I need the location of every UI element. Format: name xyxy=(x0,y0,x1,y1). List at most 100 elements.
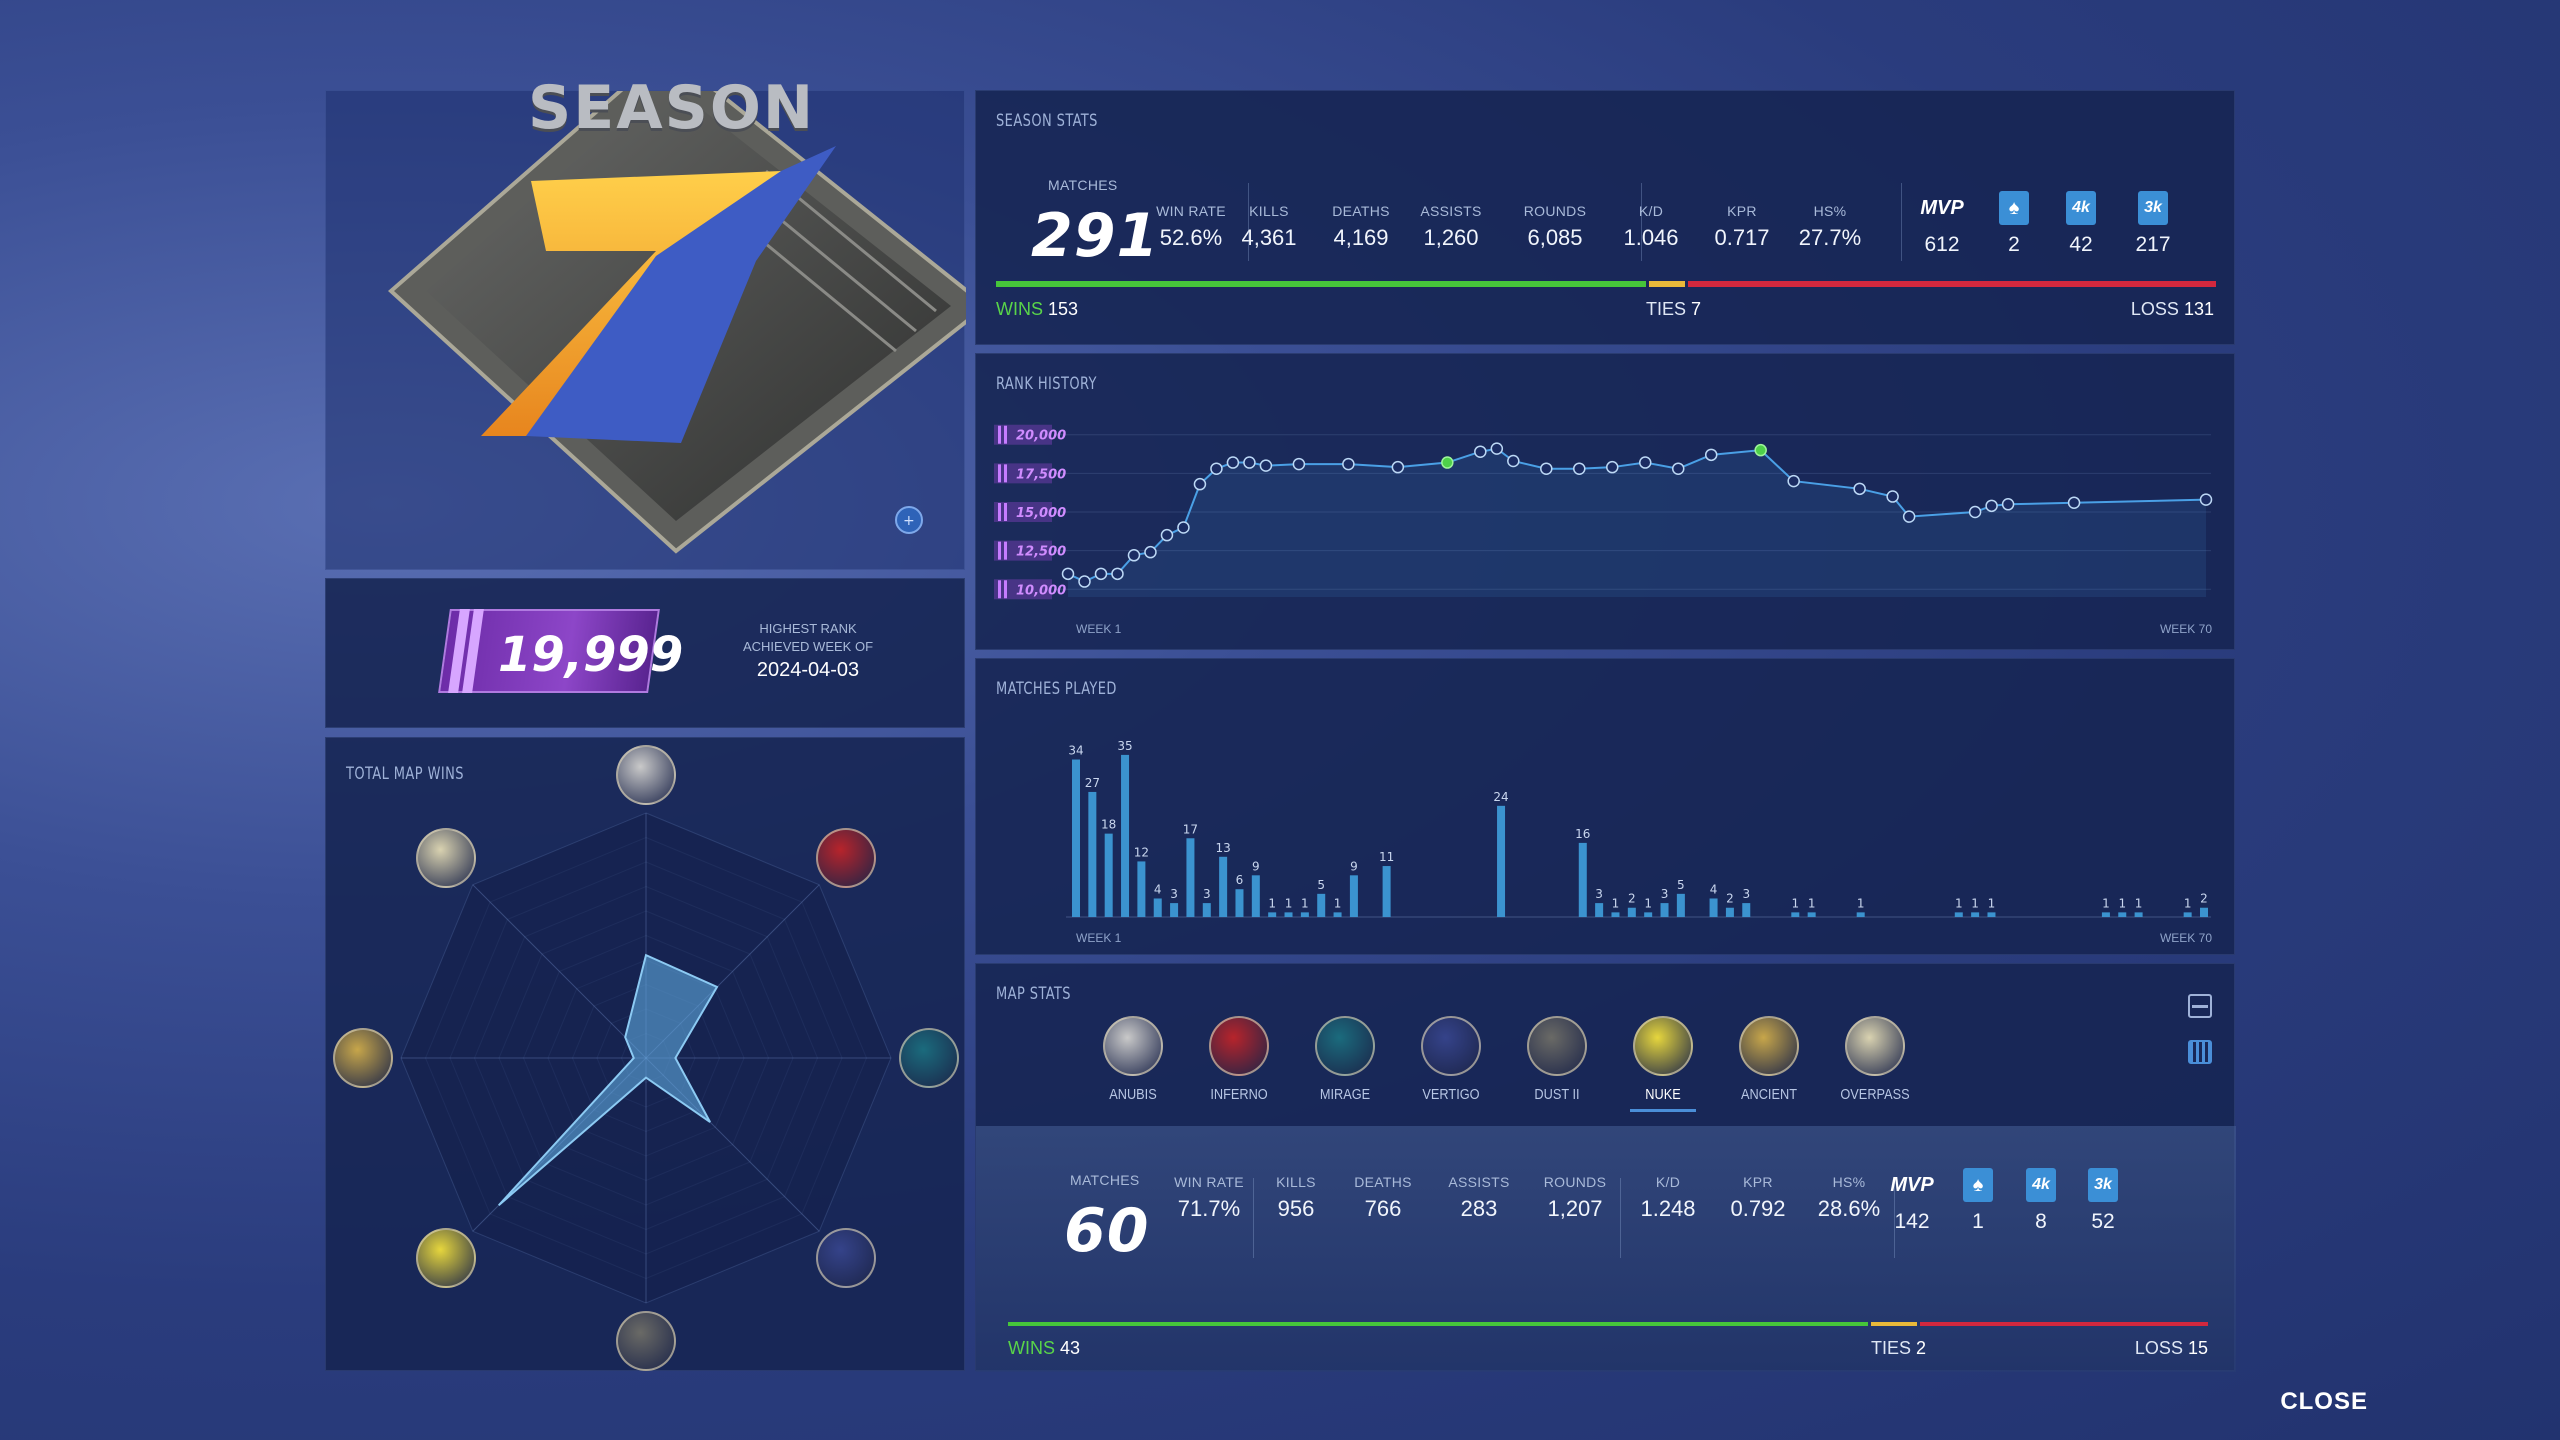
map-stats-panel: MAP STATS ANUBIS INFERNO MIRAGE VERTIGO DUST… xyxy=(975,963,2236,1372)
map-tab-label: ANCIENT xyxy=(1741,1086,1797,1103)
bar xyxy=(1971,912,1980,917)
bar xyxy=(1725,907,1734,917)
bar xyxy=(1219,856,1228,917)
season-outcome-bar xyxy=(996,281,2216,287)
stat-label: K/D xyxy=(1638,203,1664,219)
rank-point xyxy=(1160,528,1174,542)
map-emblem-icon xyxy=(1739,1016,1799,1076)
rank-point xyxy=(1704,448,1718,462)
bar-value-label: 1 xyxy=(1612,896,1620,910)
rank-tick-plate xyxy=(994,463,1052,484)
highest-rank-panel: 19,999 HIGHEST RANK ACHIEVED WEEK OF 202… xyxy=(325,578,965,728)
rank-point xyxy=(1078,575,1091,588)
divider xyxy=(1901,183,1902,261)
map-wins-text: WINS 43 xyxy=(1008,1338,1081,1358)
map-matches-label: MATCHES xyxy=(1070,1172,1140,1188)
rank-point xyxy=(1787,474,1800,488)
matches-played-title: MATCHES PLAYED xyxy=(996,679,1117,699)
award-block: 3k 217 xyxy=(2123,191,2183,257)
map-tab-ancient[interactable]: ANCIENT xyxy=(1724,1016,1814,1103)
stat-block: KPR 0.717 xyxy=(1697,203,1787,251)
divider xyxy=(1894,1178,1895,1258)
bar xyxy=(1170,903,1179,917)
map-tab-label: NUKE xyxy=(1645,1086,1681,1103)
award-value: 142 xyxy=(1894,1210,1930,1233)
stat-block: WIN RATE 52.6% xyxy=(1146,203,1236,251)
bar xyxy=(2101,912,2110,917)
rank-tick-stripe xyxy=(998,425,1001,444)
bar xyxy=(1072,759,1080,917)
map-tab-anubis[interactable]: ANUBIS xyxy=(1088,1016,1178,1103)
map-tab-overpass[interactable]: OVERPASS xyxy=(1830,1016,1920,1103)
map-tab-label: DUST II xyxy=(1534,1086,1580,1103)
award-value: 8 xyxy=(2035,1210,2047,1233)
award-block: ♠ 2 xyxy=(1984,191,2044,257)
stat-label: WIN RATE xyxy=(1156,203,1226,219)
map-tab-vertigo[interactable]: VERTIGO xyxy=(1406,1016,1496,1103)
rank-x-end: WEEK 70 xyxy=(2159,622,2212,636)
award-value: 612 xyxy=(1924,233,1960,256)
bar xyxy=(1987,912,1996,917)
radar-chart xyxy=(400,812,892,1304)
rank-point xyxy=(1061,567,1075,581)
bar xyxy=(1349,875,1358,917)
bar-value-label: 35 xyxy=(1117,739,1132,753)
list-view-icon[interactable] xyxy=(2188,994,2212,1018)
award-value: 1 xyxy=(1972,1210,1984,1233)
map-emblem-icon xyxy=(1421,1016,1481,1076)
bar xyxy=(1660,903,1669,917)
bar-value-label: 9 xyxy=(1252,859,1260,873)
bar xyxy=(1497,805,1506,917)
rank-tick-stripe xyxy=(1004,464,1007,483)
stat-block: KILLS 4,361 xyxy=(1224,203,1314,251)
map-tab-dust-ii[interactable]: DUST II xyxy=(1512,1016,1602,1103)
map-tab-nuke[interactable]: NUKE xyxy=(1618,1016,1708,1112)
rank-point xyxy=(2067,496,2081,509)
grid-view-icon[interactable] xyxy=(2188,1040,2212,1064)
stat-value: 71.7% xyxy=(1177,1196,1241,1221)
rank-point xyxy=(1540,462,1553,475)
stat-value: 1,207 xyxy=(1547,1196,1603,1221)
bar xyxy=(1251,875,1260,917)
bar-value-label: 1 xyxy=(1285,896,1293,910)
rank-point xyxy=(1968,505,1982,519)
bar xyxy=(2200,907,2208,917)
bar xyxy=(1742,903,1751,917)
map-ties-text: TIES 2 xyxy=(1871,1338,1927,1358)
rank-tick-stripe xyxy=(1004,425,1007,444)
selected-tab-underline xyxy=(1630,1109,1696,1112)
rank-point xyxy=(1985,499,1998,513)
bar-value-label: 1 xyxy=(1268,896,1276,910)
bar-value-label: 3 xyxy=(1203,887,1211,901)
mvp-icon: MVP xyxy=(1920,197,1964,219)
stat-value: 0.717 xyxy=(1714,225,1770,250)
bar xyxy=(1317,893,1326,917)
stat-label: ASSISTS xyxy=(1420,203,1482,219)
bar-value-label: 27 xyxy=(1085,776,1100,790)
rank-history-chart: 20,000 17,500 15,000 12,500 10,000 xyxy=(994,424,2213,600)
rank-point xyxy=(1490,442,1504,455)
rank-history-panel: RANK HISTORY 20,000 17,500 15,000 12,500 10,… xyxy=(975,353,2235,650)
bar-value-label: 1 xyxy=(1988,896,1996,910)
bar xyxy=(1595,903,1604,917)
zoom-icon[interactable] xyxy=(895,506,923,534)
rank-point xyxy=(1177,521,1190,534)
stat-value: 27.7% xyxy=(1798,225,1862,250)
bar xyxy=(1954,912,1963,917)
award-block: ♠ 1 xyxy=(1948,1168,2008,1234)
map-tab-mirage[interactable]: MIRAGE xyxy=(1300,1016,1390,1103)
mvp-icon: MVP xyxy=(1890,1174,1934,1196)
matches-value: 291 xyxy=(1031,201,1160,271)
map-outcome-bar xyxy=(1008,1322,2208,1328)
bar-value-label: 4 xyxy=(1710,882,1718,896)
3k-icon: 3k xyxy=(2088,1168,2118,1202)
radar-axis xyxy=(472,884,647,1059)
map-tab-inferno[interactable]: INFERNO xyxy=(1194,1016,1284,1103)
radar-map-emblem-icon xyxy=(816,1228,877,1289)
radar-map-emblem-icon xyxy=(415,1228,476,1289)
rank-point xyxy=(1754,443,1767,457)
radar-map-emblem-icon xyxy=(899,1028,959,1088)
close-button[interactable]: CLOSE xyxy=(2280,1388,2368,1415)
bar-value-label: 2 xyxy=(1628,892,1636,906)
rank-tick-plate xyxy=(994,579,1052,600)
